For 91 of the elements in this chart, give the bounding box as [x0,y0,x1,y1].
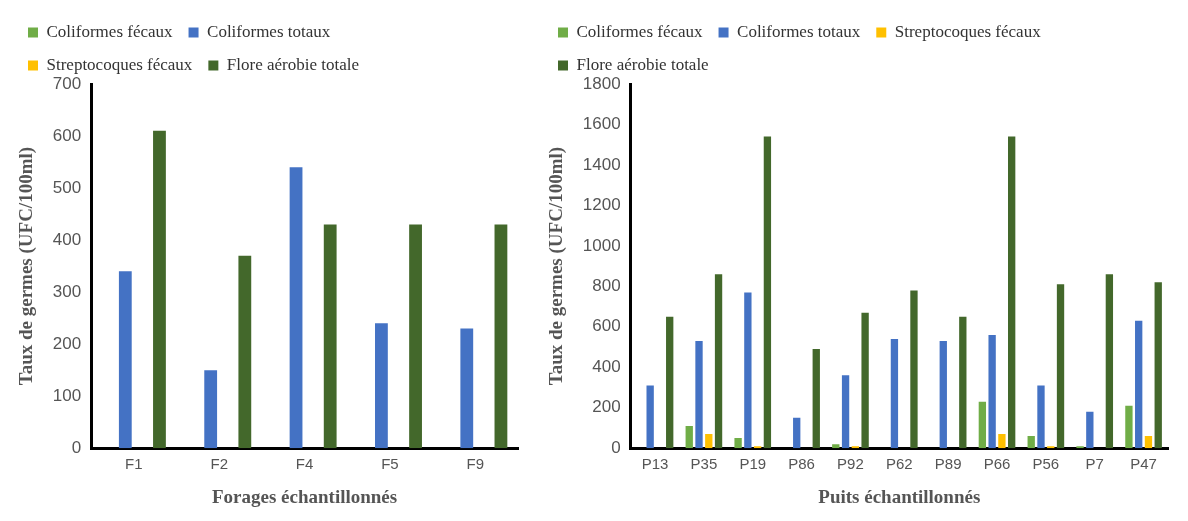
bar [744,292,752,449]
bar [1154,282,1162,449]
bar [812,349,820,449]
x-tick-label: P89 [934,455,962,473]
legend-label: Streptocoques fécaux [894,21,1042,41]
bar [646,385,654,449]
bar [460,328,474,449]
y-tick-label: 500 [52,177,82,197]
bar [763,136,772,449]
bar [1144,436,1153,449]
y-tick-label: 1200 [582,195,621,215]
y-tick-label: 300 [52,281,82,301]
y-tick-label: 1800 [582,73,621,93]
bar [861,312,869,449]
y-tick-label: 600 [592,316,621,336]
bar [978,401,987,449]
y-tick-label: 100 [52,385,82,405]
x-tick-label: F9 [466,455,485,473]
y-tick-label: 200 [592,397,621,417]
bar [494,224,508,449]
x-axis-title: Puits échantillonnés [818,485,981,507]
bar [998,434,1006,449]
x-tick-label: F1 [125,455,143,473]
legend-label: Coliformes totaux [737,21,861,41]
bar [705,434,713,449]
bar [153,130,166,449]
bar [409,224,422,449]
x-tick-label: P92 [837,455,864,473]
x-tick-label: P66 [983,455,1011,473]
bar [1056,284,1065,449]
legend-label: Coliformes fécaux [46,21,174,41]
bar [289,167,303,449]
bar [204,370,218,449]
bar [959,316,967,449]
y-tick-label: 1600 [582,114,621,134]
x-tick-label: P56 [1032,455,1060,473]
bar [832,444,840,449]
y-tick-label: 200 [52,333,82,353]
x-tick-label: F4 [295,455,314,473]
bar [910,290,918,449]
y-tick-label: 800 [592,276,621,296]
y-tick-label: 0 [71,437,82,457]
y-axis-title: Taux de germes (UFC/100ml) [545,146,568,386]
bar [1105,274,1114,449]
bar [1086,411,1094,449]
y-tick-label: 1000 [582,235,621,255]
bar [851,446,860,449]
x-tick-label: P62 [885,455,913,473]
bar [1027,436,1035,449]
bar [714,274,723,449]
bar [841,375,850,449]
bar [666,316,674,449]
y-axis-title: Taux de germes (UFC/100ml) [15,146,38,386]
bar [1047,446,1055,449]
x-tick-label: F2 [210,455,228,473]
bar [695,340,703,449]
bar [753,446,762,449]
x-tick-label: P13 [641,455,669,473]
bar [734,438,742,449]
bar [1076,446,1084,449]
bar [375,323,388,449]
y-tick-label: 1400 [582,154,621,174]
legend-label: Flore aérobie totale [576,54,709,74]
bar [238,255,252,449]
bar [890,338,899,449]
legend-label: Coliformes totaux [207,21,331,41]
bar [793,417,801,449]
bar [118,271,132,449]
x-tick-label: P35 [690,455,718,473]
y-tick-label: 0 [611,437,621,457]
legend-label: Flore aérobie totale [226,54,360,74]
x-axis-title: Forages échantillonnés [211,485,398,507]
bar [988,334,996,449]
bar [1135,320,1143,449]
x-tick-label: P47 [1130,455,1157,473]
legend-label: Streptocoques fécaux [46,54,193,74]
bar [323,224,337,449]
bar [1037,385,1045,449]
x-tick-label: P7 [1085,455,1104,473]
x-tick-label: P86 [788,455,815,473]
y-tick-label: 400 [52,229,82,249]
bar [939,340,947,449]
x-tick-label: F5 [381,455,399,473]
bar [1125,405,1133,449]
y-tick-label: 700 [52,73,82,93]
legend-label: Coliformes fécaux [576,21,704,41]
y-tick-label: 400 [592,356,621,376]
y-tick-label: 600 [52,125,82,145]
bar [1008,136,1016,449]
bar [685,425,693,449]
x-tick-label: P19 [739,455,767,473]
